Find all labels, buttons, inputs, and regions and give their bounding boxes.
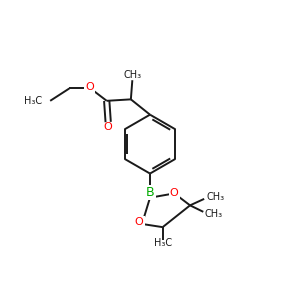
- Text: O: O: [104, 122, 112, 132]
- Text: O: O: [85, 82, 94, 92]
- Text: CH₃: CH₃: [123, 70, 141, 80]
- Text: O: O: [135, 217, 143, 227]
- Text: CH₃: CH₃: [205, 208, 223, 219]
- Text: O: O: [170, 188, 178, 198]
- Text: H₃C: H₃C: [154, 238, 172, 248]
- Text: CH₃: CH₃: [206, 192, 224, 202]
- Text: B: B: [146, 186, 154, 199]
- Text: H₃C: H₃C: [24, 96, 42, 106]
